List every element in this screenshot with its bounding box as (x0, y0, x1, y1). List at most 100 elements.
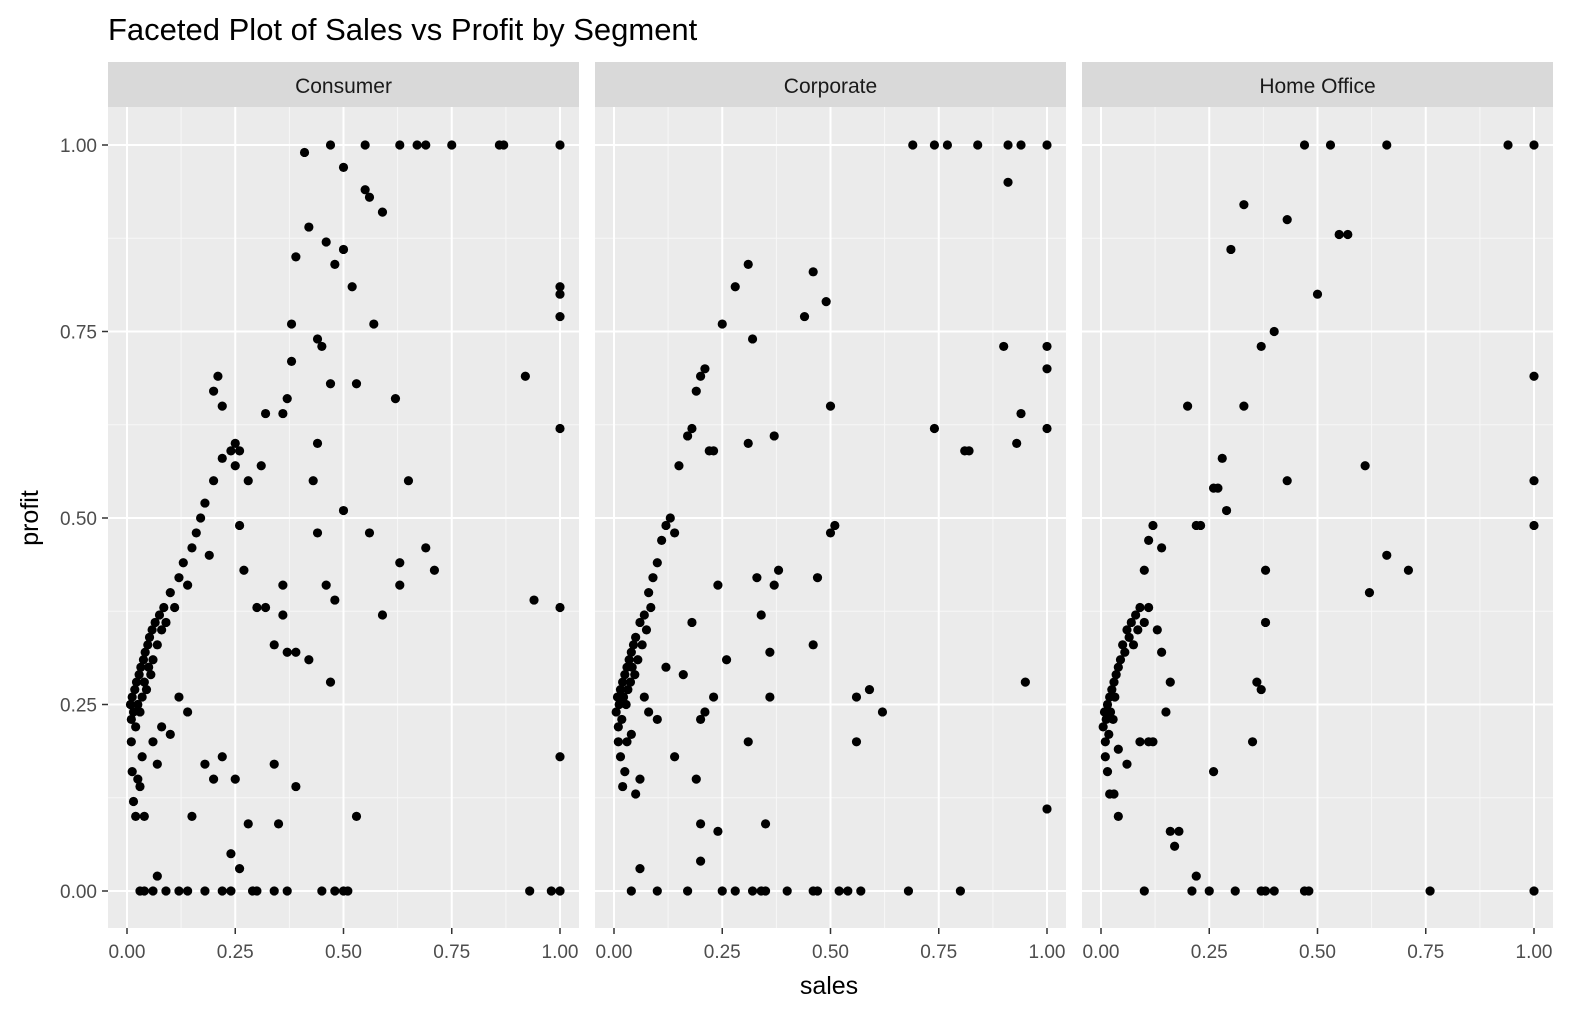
scatter-point (1247, 737, 1258, 747)
scatter-point (125, 699, 136, 710)
scatter-point (999, 341, 1009, 352)
scatter-point (1131, 610, 1141, 620)
scatter-point (1183, 401, 1193, 411)
scatter-point (152, 640, 162, 650)
scatter-point (708, 692, 719, 702)
scatter-point (644, 588, 654, 598)
scatter-point (747, 886, 758, 896)
scatter-point (230, 774, 240, 784)
scatter-point (325, 140, 336, 150)
scatter-point (652, 558, 662, 568)
scatter-point (174, 573, 184, 583)
scatter-point (620, 767, 630, 777)
scatter-point (1529, 140, 1539, 150)
scatter-point (1187, 886, 1197, 896)
scatter-point (338, 162, 349, 172)
scatter-point (626, 886, 636, 896)
scatter-point (529, 595, 539, 605)
facet-label: Home Office (1259, 75, 1375, 98)
scatter-point (1016, 408, 1026, 419)
scatter-point (321, 580, 331, 590)
scatter-point (621, 699, 631, 710)
scatter-point (555, 886, 565, 896)
x-tick-label: 0.75 (920, 942, 957, 963)
scatter-point (1102, 767, 1113, 777)
scatter-point (625, 677, 636, 687)
scatter-point (713, 826, 723, 836)
scatter-point (1304, 886, 1314, 896)
scatter-point (299, 147, 310, 158)
scatter-point (269, 759, 279, 769)
scatter-point (1364, 588, 1375, 598)
scatter-point (633, 655, 643, 665)
facet-strip (595, 62, 1066, 107)
scatter-point (161, 886, 171, 896)
scatter-point (821, 297, 831, 307)
scatter-point (131, 677, 142, 687)
scatter-point (128, 707, 139, 717)
scatter-point (1115, 655, 1126, 665)
scatter-point (713, 580, 723, 590)
scatter-point (183, 886, 193, 896)
scatter-point (1529, 476, 1539, 486)
scatter-point (1126, 617, 1136, 628)
scatter-point (213, 371, 223, 381)
facet-strip (1082, 62, 1553, 107)
scatter-point (312, 438, 323, 448)
scatter-point (260, 602, 271, 613)
scatter-point (147, 625, 157, 635)
scatter-point (623, 684, 633, 695)
scatter-point (825, 401, 836, 411)
scatter-point (808, 267, 818, 277)
scatter-point (377, 207, 388, 217)
scatter-point (834, 886, 844, 896)
scatter-point (1020, 677, 1030, 687)
scatter-point (152, 871, 162, 881)
scatter-point (338, 505, 349, 516)
scatter-point (615, 684, 626, 695)
scatter-point (130, 684, 140, 695)
scatter-point (1161, 707, 1171, 717)
facet-label: Consumer (295, 75, 392, 98)
scatter-point (204, 550, 214, 560)
x-tick-label: 0.75 (1407, 942, 1444, 963)
scatter-point (637, 640, 647, 650)
scatter-point (626, 729, 636, 739)
scatter-point (635, 617, 645, 628)
scatter-point (1165, 677, 1175, 687)
scatter-point (134, 670, 144, 680)
scatter-point (234, 864, 245, 874)
scatter-point (657, 535, 667, 545)
scatter-point (1260, 886, 1271, 896)
scatter-point (209, 476, 219, 486)
scatter-point (1003, 140, 1013, 150)
x-tick-label: 1.00 (1516, 942, 1553, 963)
scatter-point (226, 446, 236, 456)
scatter-point (674, 461, 684, 471)
y-tick-label: 0.00 (60, 882, 97, 903)
scatter-point (187, 543, 197, 553)
scatter-point (1503, 140, 1513, 150)
scatter-point (743, 737, 753, 747)
scatter-point (635, 864, 645, 874)
scatter-point (670, 752, 680, 762)
scatter-point (1100, 752, 1110, 762)
scatter-point (903, 886, 914, 896)
scatter-point (364, 192, 375, 202)
scatter-point (555, 311, 565, 322)
scatter-point (165, 588, 175, 598)
scatter-point (1221, 505, 1232, 516)
scatter-point (330, 259, 340, 269)
scatter-point (1122, 759, 1132, 769)
scatter-point (369, 319, 379, 329)
scatter-point (877, 707, 888, 717)
scatter-point (1260, 565, 1271, 575)
scatter-point (133, 774, 143, 784)
scatter-point (395, 580, 405, 590)
scatter-point (200, 498, 210, 508)
scatter-point (624, 655, 634, 665)
scatter-point (630, 670, 640, 680)
scatter-point (196, 513, 206, 523)
scatter-point (661, 520, 671, 531)
scatter-point (226, 849, 236, 859)
